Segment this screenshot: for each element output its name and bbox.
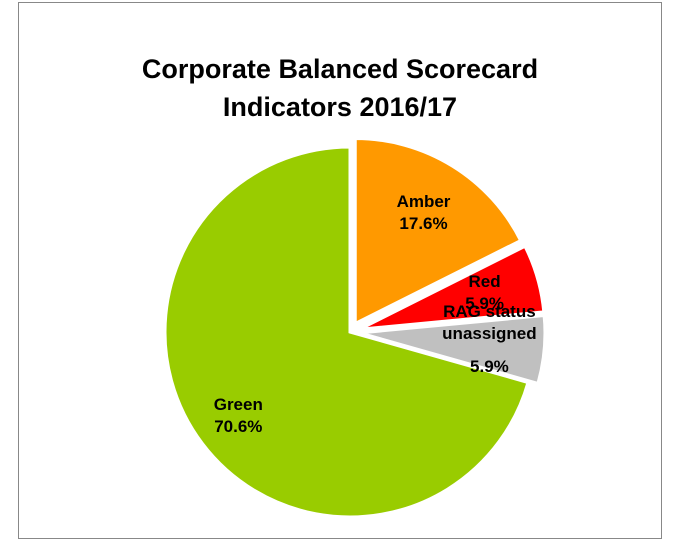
chart-title: Corporate Balanced Scorecard Indicators …	[141, 54, 539, 122]
slice-value-label: 5.9%	[465, 294, 504, 314]
pie-slice	[359, 313, 547, 386]
pie-slice	[163, 145, 530, 519]
slice-value-label: 17.6%	[399, 213, 448, 233]
slice-label: Amber	[396, 191, 451, 211]
slice-label: Red	[468, 272, 501, 292]
chart-frame	[18, 2, 662, 539]
slice-value-label: 70.6%	[214, 417, 263, 437]
pie-slice	[353, 136, 523, 326]
slice-label: Green	[213, 395, 263, 415]
slice-label: RAG status unassigned	[442, 301, 537, 343]
slice-value-label: 5.9%	[470, 356, 509, 376]
pie-slice	[358, 244, 546, 331]
